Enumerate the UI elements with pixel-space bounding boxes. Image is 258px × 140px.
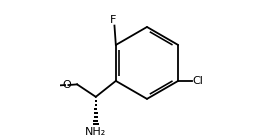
Text: methoxy: methoxy (33, 83, 52, 87)
Text: NH₂: NH₂ (85, 127, 106, 136)
Text: F: F (110, 15, 116, 25)
Text: Cl: Cl (193, 76, 204, 86)
Text: O: O (62, 80, 71, 90)
